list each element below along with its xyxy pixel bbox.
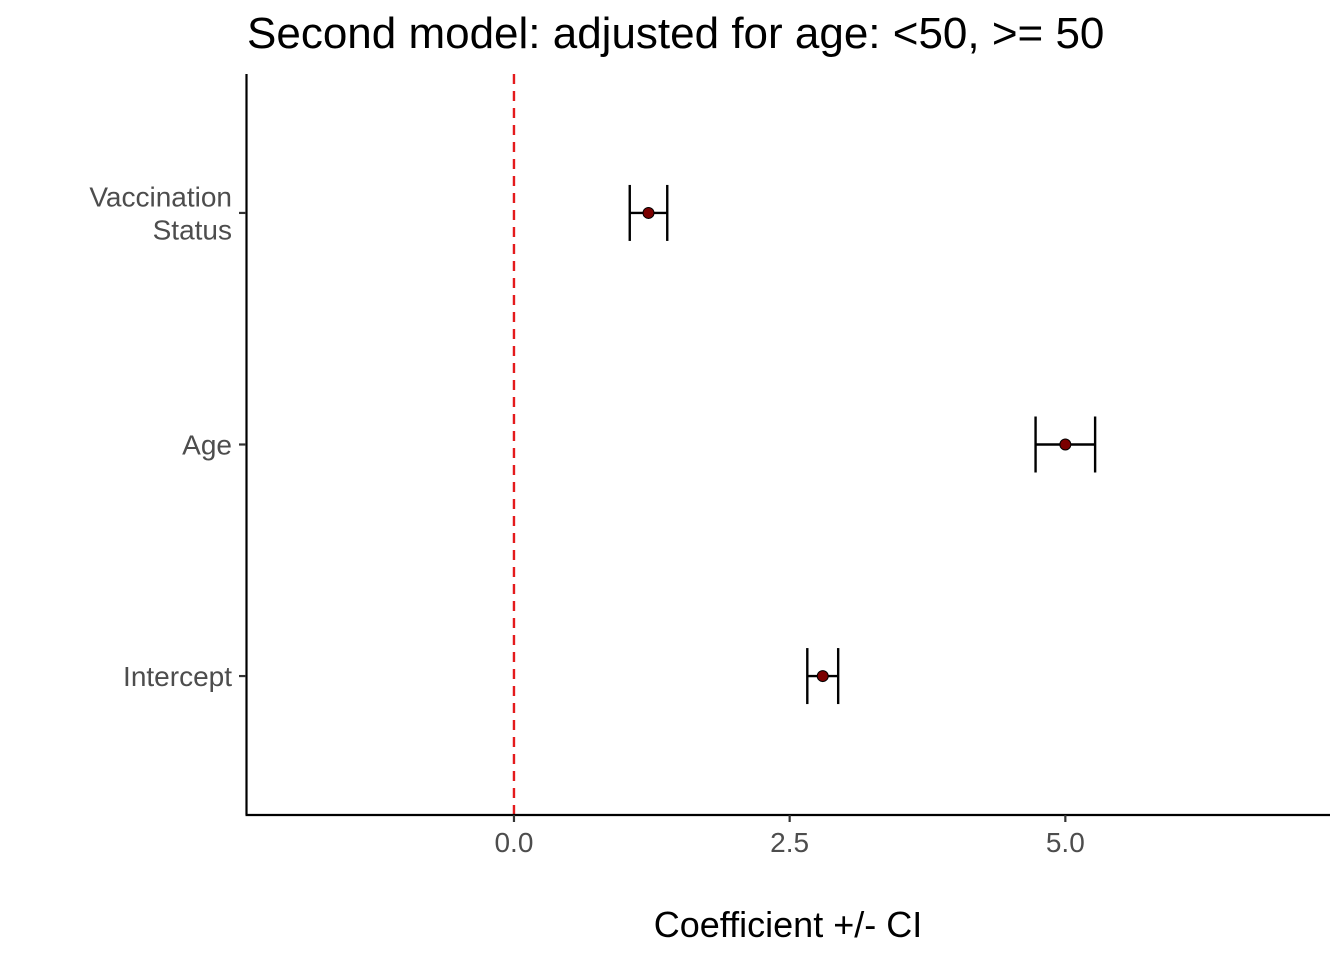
x-tick-label: 0.0	[494, 827, 533, 858]
x-axis-label: Coefficient +/- CI	[654, 904, 922, 945]
y-tick-label: Intercept	[123, 661, 232, 692]
x-tick-label: 2.5	[770, 827, 809, 858]
point-vaccination-status	[642, 206, 655, 219]
y-tick-label: Age	[182, 430, 232, 461]
x-axis: 0.0 2.5 5.0	[494, 815, 1085, 858]
point-age	[1059, 438, 1072, 451]
y-tick-label: Vaccination	[89, 181, 232, 212]
point-intercept	[816, 670, 829, 683]
chart-title: Second model: adjusted for age: <50, >= …	[247, 9, 1104, 58]
x-tick-label: 5.0	[1046, 827, 1085, 858]
y-tick-label: Status	[153, 214, 232, 245]
plot-area	[512, 74, 1097, 815]
